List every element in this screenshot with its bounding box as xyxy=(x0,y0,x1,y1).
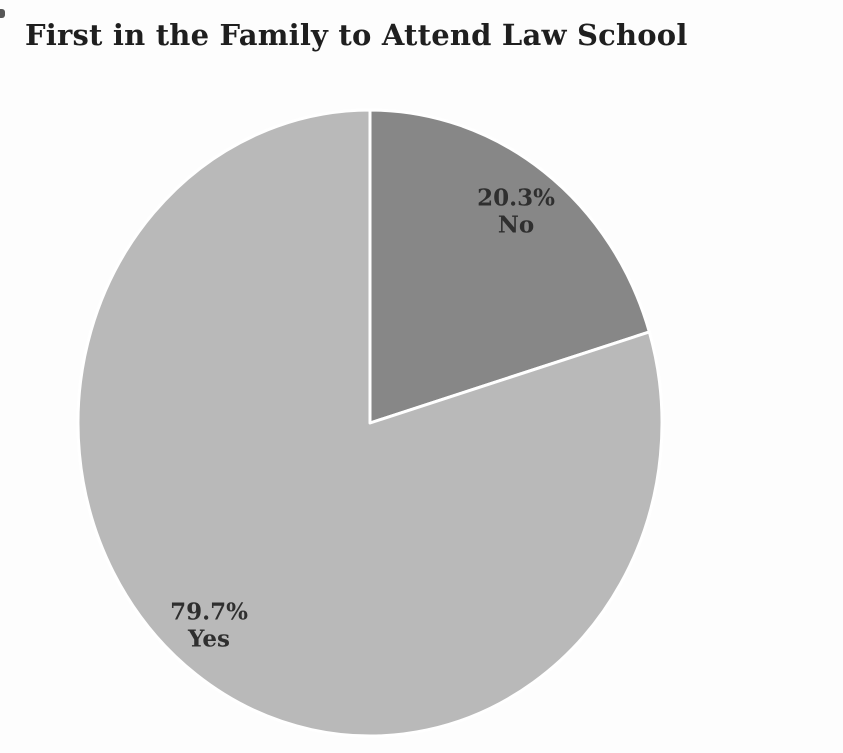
pie-slice-yes xyxy=(76,108,664,738)
slice-label-pct-no: 20.3% xyxy=(477,185,555,212)
chart-title: First in the Family to Attend Law School xyxy=(25,18,688,52)
screen-edge-artifact xyxy=(0,9,5,18)
slice-label-name-yes: Yes xyxy=(187,626,230,653)
slice-label-name-no: No xyxy=(498,212,534,239)
pie-slice-no xyxy=(368,108,651,425)
slice-label-pct-yes: 79.7% xyxy=(170,599,248,626)
